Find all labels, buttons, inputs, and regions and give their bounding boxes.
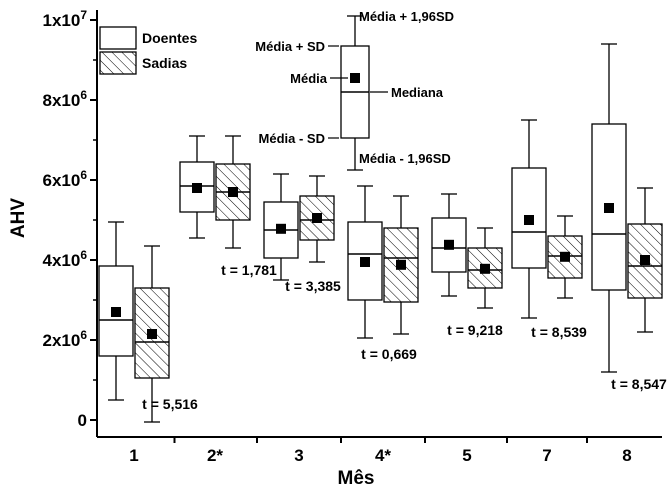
y-tick-label: 4x106 bbox=[42, 248, 87, 270]
box-doentes bbox=[179, 135, 215, 239]
y-tick-label: 1x107 bbox=[42, 8, 87, 30]
t-statistic-label: t = 3,385 bbox=[285, 278, 341, 294]
box-sadias bbox=[627, 187, 663, 333]
box-doentes bbox=[591, 43, 627, 373]
mean-marker bbox=[350, 73, 360, 83]
legend-label: Doentes bbox=[142, 30, 197, 46]
x-tick-label: 7 bbox=[542, 446, 551, 465]
x-tick-label: 5 bbox=[462, 446, 471, 465]
x-tick-label: 2* bbox=[207, 446, 223, 465]
legend-label: Sadias bbox=[142, 55, 187, 71]
t-statistic-label: t = 8,539 bbox=[531, 324, 587, 340]
key-label-q3: Média + SD bbox=[255, 39, 325, 54]
mean-marker bbox=[480, 263, 490, 274]
box-doentes bbox=[98, 221, 134, 401]
box-doentes bbox=[263, 173, 299, 281]
mean-marker bbox=[147, 329, 157, 339]
x-tick-label: 8 bbox=[622, 446, 631, 465]
box-sadias bbox=[215, 135, 251, 249]
mean-marker bbox=[524, 215, 534, 225]
mean-marker bbox=[312, 213, 322, 223]
y-tick-label: 6x106 bbox=[42, 168, 87, 190]
mean-marker bbox=[444, 239, 454, 250]
t-statistic-label: t = 1,781 bbox=[221, 262, 277, 278]
x-tick-label: 4* bbox=[375, 446, 391, 465]
t-statistic-label: t = 0,669 bbox=[361, 346, 417, 362]
key-label-q1: Média - SD bbox=[259, 131, 325, 146]
key-box bbox=[340, 15, 370, 171]
box-doentes bbox=[511, 119, 547, 319]
x-axis-title: Mês bbox=[338, 468, 375, 487]
legend-swatch-sadias bbox=[99, 51, 137, 75]
box-sadias bbox=[134, 245, 170, 423]
box-doentes bbox=[347, 185, 383, 339]
mean-marker bbox=[396, 259, 406, 270]
t-statistic-label: t = 8,547 bbox=[611, 376, 667, 392]
box-sadias bbox=[467, 227, 503, 309]
mean-marker bbox=[111, 307, 121, 317]
key-label-median: Mediana bbox=[391, 85, 444, 100]
plot-area: 0 2x106 4x106 6x106 8x106 1x107 1 2* 3 4* 5 7 8 t = 5… bbox=[42, 8, 667, 465]
y-axis-title: AHV bbox=[8, 198, 29, 238]
mean-marker bbox=[192, 183, 202, 193]
key-label-mean: Média bbox=[290, 71, 328, 86]
mean-marker bbox=[560, 251, 570, 262]
schematic-key: Média + 1,96SD Média + SD Média Mediana Médi… bbox=[255, 9, 454, 171]
mean-marker bbox=[228, 187, 238, 197]
x-tick-label: 1 bbox=[129, 446, 138, 465]
mean-marker bbox=[276, 223, 286, 234]
box-sadias bbox=[299, 175, 335, 263]
key-label-lower: Média - 1,96SD bbox=[359, 151, 451, 166]
t-statistic-label: t = 5,516 bbox=[142, 396, 198, 412]
x-tick-label: 3 bbox=[294, 446, 303, 465]
mean-marker bbox=[360, 257, 370, 267]
box-doentes bbox=[431, 193, 467, 297]
legend: Doentes Sadias bbox=[99, 26, 197, 75]
mean-marker bbox=[604, 203, 614, 213]
box-sadias bbox=[547, 215, 583, 299]
y-tick-label: 8x106 bbox=[42, 88, 87, 110]
y-tick-label: 0 bbox=[78, 411, 87, 430]
box-sadias bbox=[383, 195, 419, 335]
legend-swatch-doentes bbox=[99, 26, 137, 50]
mean-marker bbox=[640, 255, 650, 265]
y-tick-label: 2x106 bbox=[42, 328, 87, 350]
key-label-upper: Média + 1,96SD bbox=[359, 9, 454, 24]
t-statistic-label: t = 9,218 bbox=[447, 322, 503, 338]
